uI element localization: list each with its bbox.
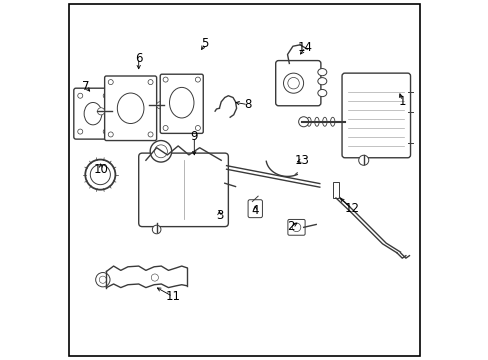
Circle shape [287,77,299,89]
Ellipse shape [169,87,194,118]
FancyBboxPatch shape [275,60,320,106]
Circle shape [298,117,308,127]
Ellipse shape [314,117,319,126]
Circle shape [163,77,168,82]
Circle shape [78,129,82,134]
Circle shape [292,223,300,231]
Circle shape [97,108,104,115]
Circle shape [90,165,110,185]
Text: 4: 4 [251,204,259,217]
FancyBboxPatch shape [247,200,262,218]
Circle shape [108,132,113,137]
Ellipse shape [117,93,143,123]
Circle shape [148,80,153,85]
Circle shape [152,225,161,234]
Ellipse shape [209,211,222,221]
FancyBboxPatch shape [104,76,156,140]
Ellipse shape [330,117,334,126]
Circle shape [154,145,167,158]
Text: 11: 11 [165,290,180,303]
Text: 10: 10 [93,163,108,176]
Circle shape [85,159,115,190]
Circle shape [156,102,163,109]
Text: 2: 2 [287,220,294,233]
Ellipse shape [317,68,326,76]
Text: 14: 14 [297,41,312,54]
Circle shape [78,93,82,98]
Circle shape [358,155,368,165]
Text: 7: 7 [82,80,90,93]
Circle shape [103,93,108,98]
Circle shape [148,132,153,137]
Ellipse shape [204,207,226,225]
Text: 6: 6 [135,51,142,64]
FancyBboxPatch shape [160,74,203,134]
Circle shape [151,274,158,281]
Ellipse shape [306,117,310,126]
Circle shape [195,77,200,82]
Circle shape [96,273,110,287]
Text: 13: 13 [294,154,309,167]
Circle shape [195,126,200,131]
Bar [332,182,338,198]
Circle shape [163,126,168,131]
Circle shape [150,140,171,162]
Ellipse shape [317,78,326,85]
Ellipse shape [84,103,102,125]
Ellipse shape [322,117,326,126]
Text: 3: 3 [215,210,223,222]
Circle shape [283,73,303,93]
Text: 5: 5 [201,37,208,50]
FancyBboxPatch shape [287,220,305,235]
Ellipse shape [317,89,326,96]
FancyBboxPatch shape [341,73,410,158]
Text: 9: 9 [190,130,198,144]
Circle shape [103,129,108,134]
Circle shape [99,276,106,283]
FancyBboxPatch shape [74,88,112,139]
Text: 12: 12 [344,202,359,215]
Text: 1: 1 [398,95,405,108]
FancyBboxPatch shape [139,153,228,226]
Circle shape [108,80,113,85]
Text: 8: 8 [244,98,251,111]
